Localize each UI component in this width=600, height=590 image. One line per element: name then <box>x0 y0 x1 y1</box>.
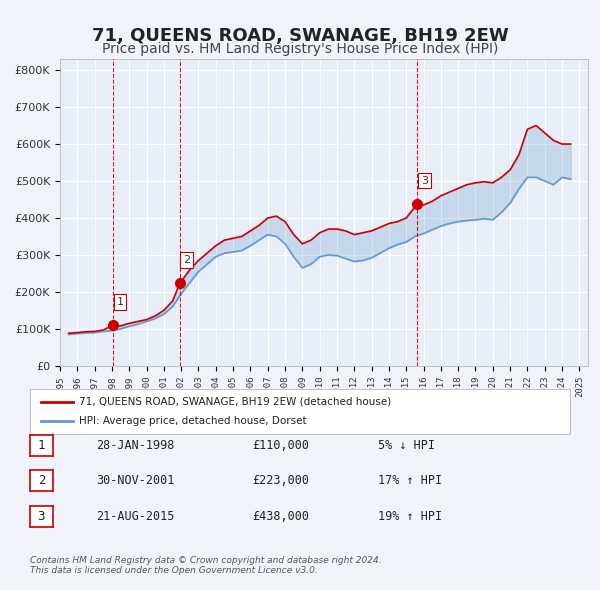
Text: 17% ↑ HPI: 17% ↑ HPI <box>378 474 442 487</box>
Text: 2: 2 <box>183 255 190 265</box>
Text: 71, QUEENS ROAD, SWANAGE, BH19 2EW (detached house): 71, QUEENS ROAD, SWANAGE, BH19 2EW (deta… <box>79 397 391 407</box>
Text: 3: 3 <box>38 510 45 523</box>
Text: £438,000: £438,000 <box>252 510 309 523</box>
Text: 21-AUG-2015: 21-AUG-2015 <box>96 510 175 523</box>
Text: 19% ↑ HPI: 19% ↑ HPI <box>378 510 442 523</box>
Text: 71, QUEENS ROAD, SWANAGE, BH19 2EW: 71, QUEENS ROAD, SWANAGE, BH19 2EW <box>92 27 508 45</box>
Text: 30-NOV-2001: 30-NOV-2001 <box>96 474 175 487</box>
Text: 1: 1 <box>116 297 124 307</box>
Text: Contains HM Land Registry data © Crown copyright and database right 2024.
This d: Contains HM Land Registry data © Crown c… <box>30 556 382 575</box>
Text: 2: 2 <box>38 474 45 487</box>
Text: £223,000: £223,000 <box>252 474 309 487</box>
Text: 28-JAN-1998: 28-JAN-1998 <box>96 439 175 452</box>
Text: £110,000: £110,000 <box>252 439 309 452</box>
Text: 3: 3 <box>421 176 428 186</box>
Text: 5% ↓ HPI: 5% ↓ HPI <box>378 439 435 452</box>
Text: Price paid vs. HM Land Registry's House Price Index (HPI): Price paid vs. HM Land Registry's House … <box>102 42 498 57</box>
Text: 1: 1 <box>38 439 45 452</box>
Text: HPI: Average price, detached house, Dorset: HPI: Average price, detached house, Dors… <box>79 417 306 426</box>
